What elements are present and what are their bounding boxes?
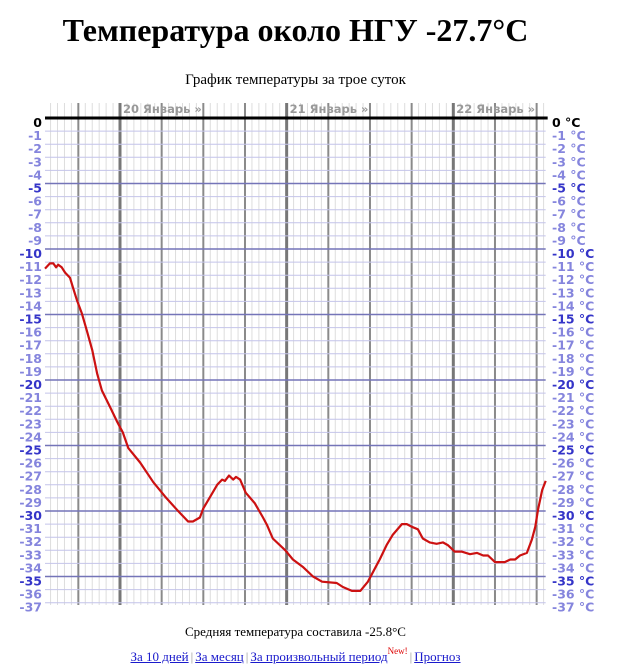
y-tick-label: -1 bbox=[28, 128, 42, 143]
y-tick-label: -16 °C bbox=[552, 325, 594, 340]
y-tick-label: -33 bbox=[19, 547, 42, 562]
y-tick-label: -37 bbox=[19, 600, 42, 615]
y-tick-label: -20 bbox=[19, 377, 42, 392]
y-tick-label: -8 bbox=[28, 220, 42, 235]
y-tick-label: -24 °C bbox=[552, 429, 594, 444]
y-tick-label: -6 bbox=[28, 194, 42, 209]
y-tick-label: -30 bbox=[19, 508, 42, 523]
y-tick-label: -4 °C bbox=[552, 167, 586, 182]
y-tick-label: -22 °C bbox=[552, 403, 594, 418]
y-tick-label: -37 °C bbox=[552, 600, 594, 615]
y-tick-label: -34 bbox=[19, 560, 42, 575]
y-tick-label: -2 °C bbox=[552, 141, 586, 156]
y-tick-label: -18 bbox=[19, 351, 42, 366]
chart-subtitle: График температуры за трое суток bbox=[185, 72, 406, 88]
y-tick-label: -23 bbox=[19, 416, 42, 431]
y-tick-label: -30 °C bbox=[552, 508, 594, 523]
horizontal-grid bbox=[45, 116, 548, 604]
temperature-series bbox=[44, 262, 547, 592]
y-tick-label: -32 bbox=[19, 534, 42, 549]
y-tick-label: -27 bbox=[19, 469, 42, 484]
y-tick-label: -12 °C bbox=[552, 272, 594, 287]
y-tick-label: -29 bbox=[19, 495, 42, 510]
y-tick-label: -1 °C bbox=[552, 128, 586, 143]
link-10-days[interactable]: За 10 дней bbox=[130, 649, 189, 664]
y-axis-right-labels: 0 °C-1 °C-2 °C-3 °C-4 °C-5 °C-6 °C-7 °C-… bbox=[552, 115, 594, 615]
average-temperature-text: Средняя температура составила -25.8°C bbox=[185, 624, 406, 639]
y-tick-label: -17 bbox=[19, 338, 42, 353]
y-tick-label: -3 bbox=[28, 154, 42, 169]
y-tick-label: -36 °C bbox=[552, 587, 594, 602]
period-links: За 10 дней | За месяц | За произвольный пери… bbox=[0, 643, 591, 665]
link-forecast[interactable]: Прогноз bbox=[414, 649, 461, 664]
y-tick-label: -31 bbox=[19, 521, 42, 536]
day-label: 21 Январь » bbox=[290, 102, 369, 116]
y-tick-label: -22 bbox=[19, 403, 42, 418]
y-tick-label: -15 °C bbox=[552, 312, 594, 327]
y-tick-label: -24 bbox=[19, 429, 42, 444]
y-tick-label: -9 bbox=[28, 233, 42, 248]
temperature-chart: 20 Январь » 21 Январь » 22 Январь » 0-1-2-… bbox=[19, 102, 594, 615]
day-labels: 20 Январь » 21 Январь » 22 Январь » bbox=[123, 102, 535, 116]
day-label: 20 Январь » bbox=[123, 102, 202, 116]
new-badge: New! bbox=[387, 646, 408, 656]
y-tick-label: -25 bbox=[19, 443, 42, 458]
link-custom-period[interactable]: За произвольный период bbox=[250, 649, 388, 664]
y-tick-label: -19 °C bbox=[552, 364, 594, 379]
y-tick-label: -3 °C bbox=[552, 154, 586, 169]
y-tick-label: -7 bbox=[28, 207, 42, 222]
separator: | bbox=[409, 649, 413, 664]
y-tick-label: -16 bbox=[19, 325, 42, 340]
y-tick-label: -25 °C bbox=[552, 443, 594, 458]
y-tick-label: -5 °C bbox=[552, 181, 586, 196]
temperature-line bbox=[44, 262, 547, 592]
y-tick-label: -7 °C bbox=[552, 207, 586, 222]
y-tick-label: -36 bbox=[19, 587, 42, 602]
y-tick-label: -10 bbox=[19, 246, 42, 261]
y-tick-label: -11 bbox=[19, 259, 42, 274]
y-tick-label: -8 °C bbox=[552, 220, 586, 235]
y-tick-label: -26 °C bbox=[552, 456, 594, 471]
y-tick-label: -28 bbox=[19, 482, 42, 497]
page-title: Температура около НГУ -27.7°C bbox=[62, 12, 529, 48]
y-tick-label: -13 °C bbox=[552, 285, 594, 300]
y-tick-label: -17 °C bbox=[552, 338, 594, 353]
y-tick-label: -35 °C bbox=[552, 574, 594, 589]
y-tick-label: -19 bbox=[19, 364, 42, 379]
y-tick-label: -31 °C bbox=[552, 521, 594, 536]
y-tick-label: -2 bbox=[28, 141, 42, 156]
y-tick-label: -28 °C bbox=[552, 482, 594, 497]
y-tick-label: 0 °C bbox=[552, 115, 580, 130]
y-tick-label: -9 °C bbox=[552, 233, 586, 248]
y-tick-label: -12 bbox=[19, 272, 42, 287]
y-tick-label: -14 bbox=[19, 298, 42, 313]
y-tick-label: -6 °C bbox=[552, 194, 586, 209]
y-tick-label: -20 °C bbox=[552, 377, 594, 392]
y-tick-label: -34 °C bbox=[552, 560, 594, 575]
y-tick-label: -4 bbox=[28, 167, 42, 182]
y-tick-label: -35 bbox=[19, 574, 42, 589]
y-tick-label: -10 °C bbox=[552, 246, 594, 261]
y-tick-label: -18 °C bbox=[552, 351, 594, 366]
y-tick-label: -32 °C bbox=[552, 534, 594, 549]
y-tick-label: -33 °C bbox=[552, 547, 594, 562]
y-tick-label: -13 bbox=[19, 285, 42, 300]
y-axis-left-labels: 0-1-2-3-4-5-6-7-8-9-10-11-12-13-14-15-16… bbox=[19, 115, 42, 615]
y-tick-label: -14 °C bbox=[552, 298, 594, 313]
y-tick-label: 0 bbox=[33, 115, 42, 130]
y-tick-label: -5 bbox=[28, 181, 42, 196]
link-month[interactable]: За месяц bbox=[195, 649, 244, 664]
y-tick-label: -21 °C bbox=[552, 390, 594, 405]
y-tick-label: -26 bbox=[19, 456, 42, 471]
y-tick-label: -27 °C bbox=[552, 469, 594, 484]
y-tick-label: -29 °C bbox=[552, 495, 594, 510]
separator: | bbox=[190, 649, 194, 664]
separator: | bbox=[245, 649, 249, 664]
y-tick-label: -21 bbox=[19, 390, 42, 405]
y-tick-label: -11 °C bbox=[552, 259, 594, 274]
y-tick-label: -15 bbox=[19, 312, 42, 327]
y-tick-label: -23 °C bbox=[552, 416, 594, 431]
day-label: 22 Январь » bbox=[456, 102, 535, 116]
